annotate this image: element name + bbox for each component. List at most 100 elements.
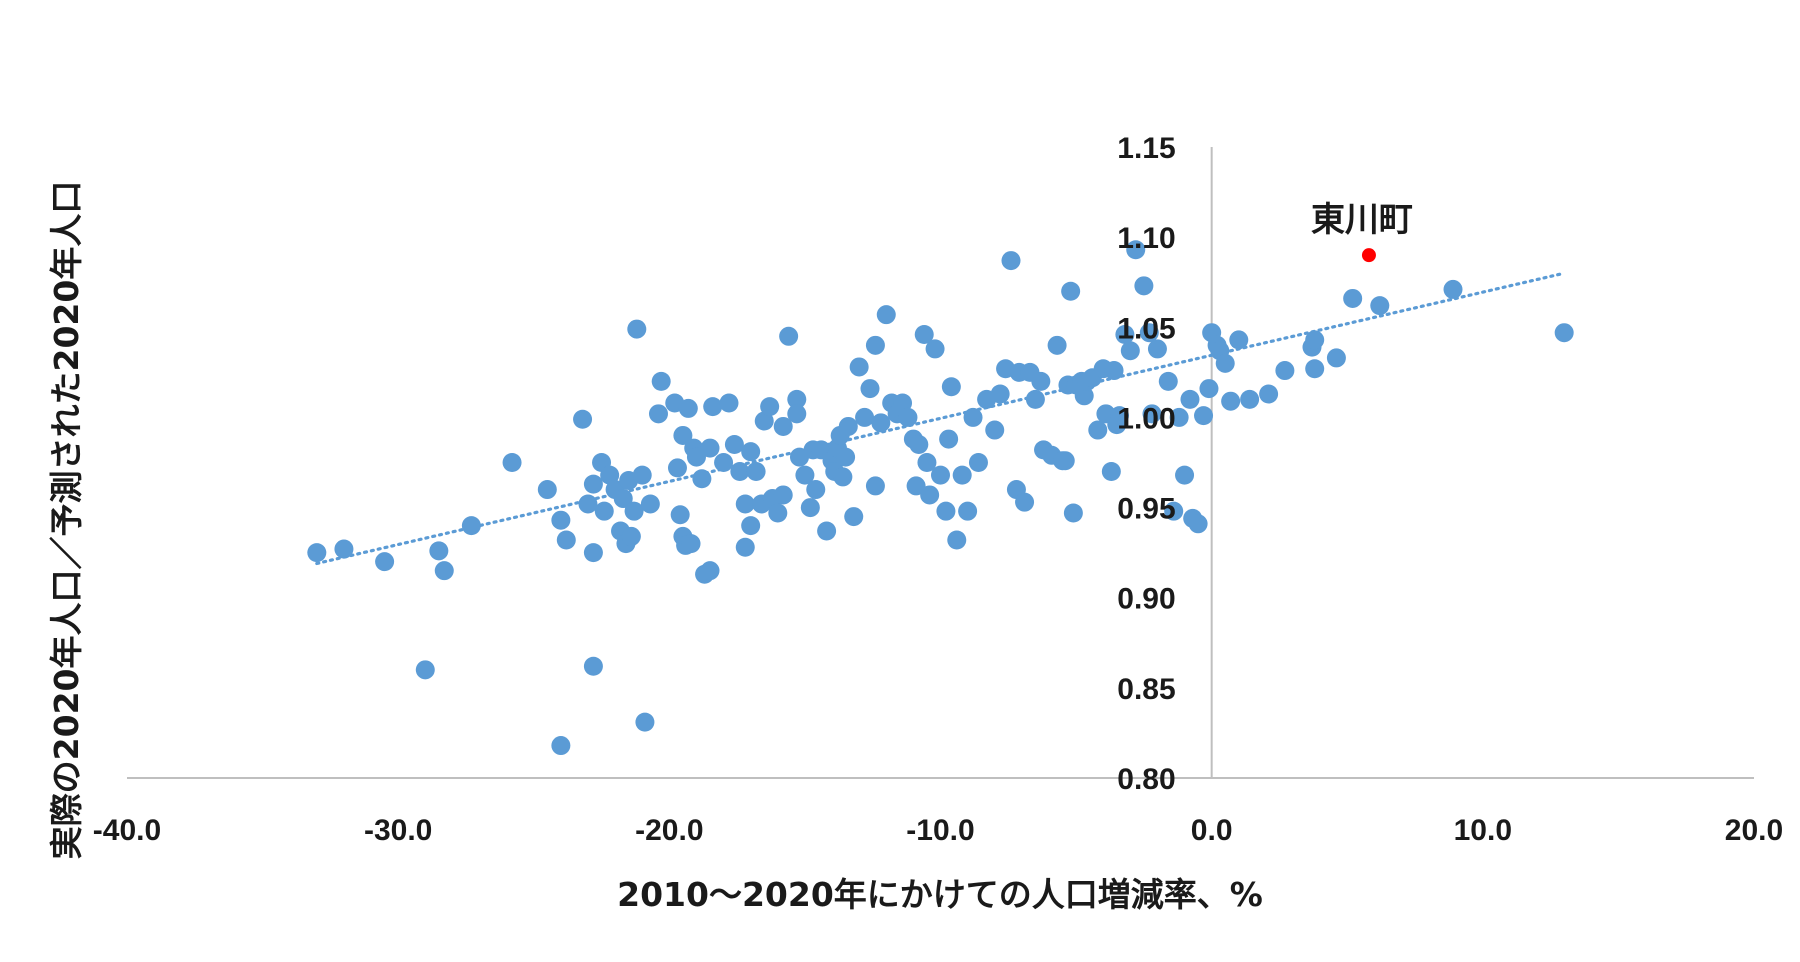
data-point	[719, 393, 739, 413]
data-point	[893, 393, 913, 413]
data-point	[429, 541, 449, 561]
data-point	[1194, 406, 1214, 426]
data-point	[817, 521, 837, 541]
data-point	[952, 465, 972, 485]
data-point	[678, 398, 698, 418]
data-point	[1109, 406, 1129, 426]
data-point	[1158, 371, 1178, 391]
data-point	[985, 420, 1005, 440]
data-point	[1061, 281, 1081, 301]
data-point	[537, 480, 557, 500]
data-point	[1229, 330, 1249, 350]
data-point	[741, 442, 761, 462]
x-tick-label: -30.0	[364, 814, 432, 847]
data-point	[1126, 240, 1146, 260]
data-point	[624, 501, 644, 521]
y-tick-label: 1.05	[1117, 312, 1175, 345]
data-point	[947, 530, 967, 550]
data-point	[673, 425, 693, 445]
data-point	[640, 494, 660, 514]
data-point	[1055, 451, 1075, 471]
data-point	[583, 656, 603, 676]
data-point	[1115, 324, 1135, 344]
data-point	[1215, 353, 1235, 373]
data-point	[795, 465, 815, 485]
data-point	[1443, 279, 1463, 299]
data-point	[681, 534, 701, 554]
data-point	[1088, 420, 1108, 440]
data-point	[876, 305, 896, 325]
data-point	[670, 505, 690, 525]
data-point	[703, 397, 723, 417]
data-point	[686, 447, 706, 467]
data-point	[787, 404, 807, 424]
data-point	[667, 458, 687, 478]
data-point	[1104, 361, 1124, 381]
x-tick-label: 0.0	[1191, 814, 1233, 847]
data-point	[1147, 339, 1167, 359]
data-point	[925, 339, 945, 359]
data-point	[700, 438, 720, 458]
data-point	[632, 465, 652, 485]
data-point	[700, 561, 720, 581]
data-point	[735, 537, 755, 557]
data-point	[1370, 296, 1390, 316]
data-point	[583, 543, 603, 563]
highlight-label: 東川町	[1311, 200, 1413, 240]
data-point	[1047, 335, 1067, 355]
data-point	[931, 465, 950, 485]
data-point	[651, 371, 671, 391]
data-point	[730, 462, 750, 482]
y-tick-label: 0.90	[1117, 583, 1175, 616]
data-point	[1139, 323, 1159, 343]
data-point	[434, 561, 454, 581]
y-tick-label: 1.00	[1117, 402, 1175, 435]
data-point	[613, 489, 633, 509]
data-point	[768, 503, 788, 523]
x-tick-label: -20.0	[635, 814, 703, 847]
data-point	[760, 397, 780, 417]
data-point	[502, 453, 522, 472]
data-point	[556, 530, 576, 550]
data-point	[1025, 389, 1045, 409]
data-point	[415, 660, 435, 680]
data-point	[806, 480, 826, 500]
x-tick-label: -10.0	[906, 814, 974, 847]
data-point	[1275, 361, 1295, 381]
data-point	[1001, 251, 1021, 271]
data-point	[914, 324, 934, 344]
data-point	[968, 453, 988, 472]
data-point	[1175, 465, 1195, 485]
data-point	[1221, 391, 1241, 411]
data-point	[621, 526, 641, 546]
data-point	[307, 543, 327, 563]
y-tick-label: 0.80	[1117, 763, 1175, 796]
data-point	[939, 429, 959, 449]
data-point	[692, 469, 712, 489]
data-point	[375, 552, 395, 572]
data-point	[898, 407, 918, 427]
data-point	[1240, 389, 1260, 409]
data-point	[754, 411, 774, 431]
y-tick-label: 0.85	[1117, 673, 1175, 706]
data-point	[779, 326, 799, 346]
data-point	[1134, 276, 1154, 296]
data-point	[1063, 503, 1083, 523]
data-point	[1305, 359, 1325, 379]
data-point	[836, 447, 856, 467]
x-tick-label: 20.0	[1725, 814, 1783, 847]
data-point	[1074, 386, 1094, 406]
data-point	[860, 379, 880, 399]
data-point	[735, 494, 755, 514]
data-point	[578, 494, 598, 514]
y-tick-label: 1.10	[1117, 222, 1175, 255]
data-point	[1259, 384, 1279, 404]
data-point	[800, 498, 820, 518]
data-point	[573, 409, 593, 429]
data-point	[865, 335, 885, 355]
data-point	[741, 516, 761, 536]
data-point	[1305, 330, 1325, 350]
data-point	[787, 389, 807, 409]
data-point	[906, 476, 926, 496]
